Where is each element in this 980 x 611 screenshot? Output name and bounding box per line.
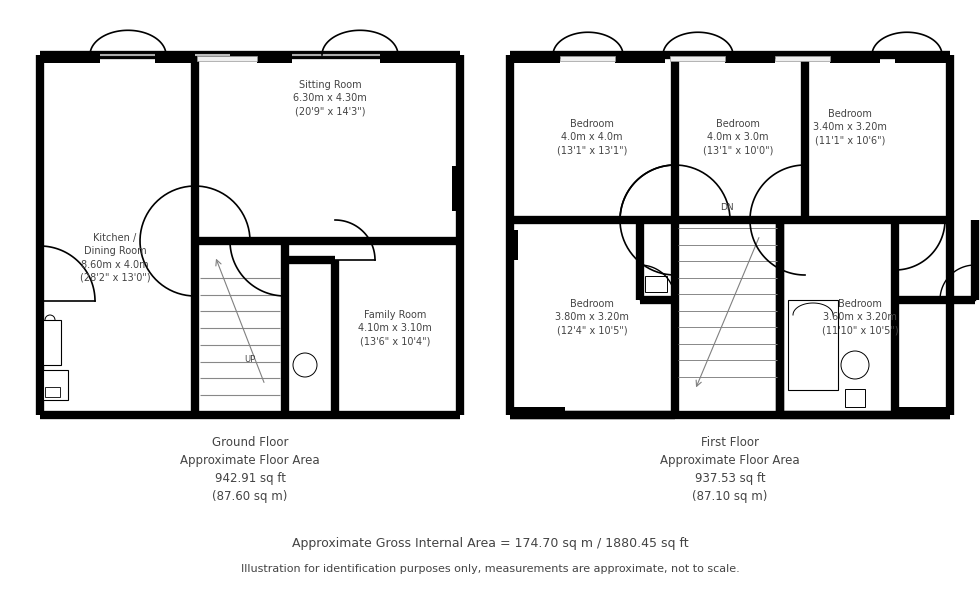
Bar	[645, 276, 667, 292]
Text: Illustration for identification purposes only, measurements are approximate, not: Illustration for identification purposes…	[241, 564, 739, 574]
Text: Bedroom
4.0m x 3.0m
(13'1" x 10'0"): Bedroom 4.0m x 3.0m (13'1" x 10'0")	[703, 119, 773, 156]
Bar	[830, 55, 880, 63]
Bar	[560, 56, 615, 61]
Bar	[845, 389, 865, 407]
Bar	[895, 55, 950, 63]
Bar	[615, 55, 665, 63]
Bar	[40, 55, 100, 63]
Bar	[510, 230, 518, 260]
Text: Bedroom
4.0m x 4.0m
(13'1" x 13'1"): Bedroom 4.0m x 4.0m (13'1" x 13'1")	[557, 119, 627, 156]
Text: First Floor
Approximate Floor Area
937.53 sq ft
(87.10 sq m): First Floor Approximate Floor Area 937.5…	[661, 436, 800, 503]
Text: Approximate Gross Internal Area = 174.70 sq m / 1880.45 sq ft: Approximate Gross Internal Area = 174.70…	[292, 536, 688, 549]
Text: Bedroom
3.40m x 3.20m
(11'1" x 10'6"): Bedroom 3.40m x 3.20m (11'1" x 10'6")	[813, 109, 887, 145]
Bar	[788, 300, 838, 390]
Text: UP: UP	[244, 356, 256, 365]
Bar	[775, 56, 830, 61]
Bar	[725, 55, 775, 63]
Text: Family Room
4.10m x 3.10m
(13'6" x 10'4"): Family Room 4.10m x 3.10m (13'6" x 10'4"…	[358, 310, 432, 346]
Bar	[257, 55, 292, 63]
Bar	[898, 407, 948, 415]
Bar	[380, 55, 460, 63]
Text: Kitchen /
Dining Room
8.60m x 4.0m
(28'2" x 13'0"): Kitchen / Dining Room 8.60m x 4.0m (28'2…	[79, 233, 150, 283]
Bar	[197, 56, 257, 61]
Bar	[43, 370, 68, 400]
Text: Bedroom
3.60m x 3.20m
(11'10" x 10'5"): Bedroom 3.60m x 3.20m (11'10" x 10'5")	[821, 299, 899, 335]
Bar	[510, 55, 560, 63]
Text: Sitting Room
6.30m x 4.30m
(20'9" x 14'3"): Sitting Room 6.30m x 4.30m (20'9" x 14'3…	[293, 80, 367, 116]
Bar	[895, 407, 950, 415]
Text: DN: DN	[720, 203, 734, 212]
Text: Bedroom
3.80m x 3.20m
(12'4" x 10'5"): Bedroom 3.80m x 3.20m (12'4" x 10'5")	[555, 299, 629, 335]
Bar	[45, 387, 60, 397]
Text: Ground Floor
Approximate Floor Area
942.91 sq ft
(87.60 sq m): Ground Floor Approximate Floor Area 942.…	[180, 436, 319, 503]
Bar	[670, 56, 725, 61]
Bar	[43, 320, 61, 365]
Bar	[155, 55, 195, 63]
Bar	[510, 407, 565, 415]
Bar	[452, 166, 460, 211]
